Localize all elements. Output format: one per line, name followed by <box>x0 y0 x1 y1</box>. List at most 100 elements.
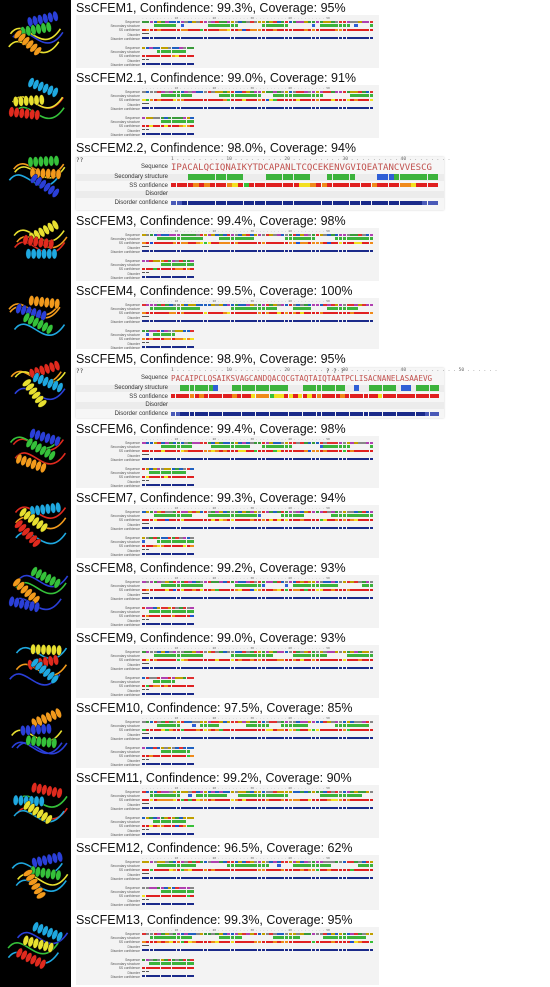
disorder-confidence-track-cell <box>361 877 366 879</box>
ss-confidence-track-cell <box>300 799 304 801</box>
disorder-confidence-track-cell <box>211 107 215 109</box>
track-label-ss-confidence: SS confidence <box>118 658 140 663</box>
ss-confidence-track-cell <box>186 268 190 270</box>
ss-confidence-track-cell <box>331 799 335 801</box>
sequence-track-cell <box>149 816 153 819</box>
secondary-structure-track-cell <box>288 174 294 180</box>
secondary-structure-track-cell <box>199 584 204 588</box>
disorder-confidence-track-cell <box>180 320 185 322</box>
sequence-track-cell <box>277 90 281 93</box>
track-label-sequence: Sequence <box>125 746 140 750</box>
ss-confidence-track-cell <box>369 29 374 31</box>
ss-confidence-track-cell <box>207 659 212 661</box>
disorder-track <box>142 454 374 456</box>
disorder-confidence-track-cell <box>346 527 351 529</box>
ss-confidence-track-cell <box>234 99 239 101</box>
sequence-track-cell <box>188 303 192 306</box>
sequence-track-cell <box>257 90 262 93</box>
secondary-structure-track-cell <box>370 794 374 797</box>
secondary-structure-track-cell <box>424 385 430 391</box>
sequence-track-cell <box>323 90 327 93</box>
disorder-confidence-track-cell <box>188 877 192 879</box>
disorder-confidence-track-cell <box>153 553 157 555</box>
disorder-confidence-track-cell <box>284 527 289 529</box>
secondary-structure-track-cell <box>175 890 179 894</box>
ss-confidence-track-cell <box>319 659 324 661</box>
ss-confidence-track-cell <box>215 659 219 661</box>
ss-confidence-track-cell <box>211 659 215 661</box>
disorder-confidence-track-cell <box>300 597 304 599</box>
disorder-confidence-track-cell <box>260 412 265 416</box>
secondary-structure-track-cell <box>316 385 322 391</box>
helix-turn <box>40 723 47 735</box>
ss-confidence-track-cell <box>253 729 258 731</box>
secondary-structure-track-cell <box>157 24 161 28</box>
secondary-structure-track-cell <box>160 680 164 684</box>
ss-confidence-track-cell <box>175 268 179 270</box>
disorder-confidence-track-cell <box>307 37 312 39</box>
disorder-confidence-track-cell <box>334 527 339 529</box>
disorder-confidence-track-cell <box>392 412 397 416</box>
sequence-track-cell <box>273 650 277 653</box>
sequence-track-cell <box>145 441 150 444</box>
track-label-secondary-structure: Secondary structure <box>110 820 140 825</box>
secondary-structure-track-cell <box>388 174 394 180</box>
sequence-track-cell <box>215 860 219 863</box>
sequence-track-cell <box>334 650 339 653</box>
disorder-confidence-track-cell <box>184 250 188 252</box>
sequence-track-cell <box>192 720 196 723</box>
ss-confidence-track-cell <box>242 450 246 452</box>
disorder-confidence-track-cell <box>250 37 254 39</box>
disorder-confidence-track-cell <box>365 877 370 879</box>
disorder-confidence-track-cell <box>284 807 289 809</box>
secondary-structure-track <box>142 654 374 658</box>
secondary-structure-track-cell <box>238 445 242 449</box>
secondary-structure-track-cell <box>186 890 190 894</box>
sequence-track-cell <box>219 510 223 513</box>
secondary-structure-track-cell <box>149 307 154 311</box>
sequence-track-cell <box>234 790 239 793</box>
disorder-confidence-track-cell <box>180 597 185 599</box>
disorder-confidence-track-cell <box>188 320 192 322</box>
sequence-track-cell <box>172 790 177 793</box>
sequence-track-cell <box>184 441 188 444</box>
secondary-structure-track-cell <box>257 514 262 518</box>
sequence-track-cell <box>261 580 266 583</box>
sequence-track-cell <box>230 650 235 653</box>
sequence-track-cell <box>284 720 289 723</box>
disorder-track-cell <box>370 103 374 104</box>
ss-confidence-track-cell <box>338 312 343 314</box>
disorder-confidence-track-cell <box>293 201 299 205</box>
disorder-confidence-track-cell <box>226 201 233 205</box>
disorder-confidence-track-cell <box>288 320 293 322</box>
secondary-structure-track-cell <box>179 540 183 544</box>
disorder-confidence-track-cell <box>226 37 231 39</box>
ss-confidence-track-cell <box>172 729 177 731</box>
track-label-ss-confidence: SS confidence <box>129 182 168 189</box>
helix-ribbon <box>32 372 64 393</box>
secondary-structure-track-cell <box>153 794 158 798</box>
disorder-confidence-track-cell <box>153 877 158 879</box>
sequence-track-cell <box>207 441 212 444</box>
sequence-track-cell <box>253 510 258 513</box>
disorder-confidence-track-cell <box>277 527 281 529</box>
disorder-confidence-track-cell <box>219 458 223 460</box>
prediction-panel: . . . . . . . . . 10 . . . . . . . . . 2… <box>76 228 379 281</box>
ss-confidence-track-cell <box>300 589 304 591</box>
disorder-confidence-track-cell <box>312 412 317 416</box>
secondary-structure-track-cell <box>175 750 179 754</box>
helix-ribbon <box>31 782 63 799</box>
track-label-sequence: Sequence <box>125 90 140 94</box>
disorder-confidence-track-cell <box>327 877 331 879</box>
sequence-track-cell <box>361 860 366 863</box>
disorder-confidence-track-cell <box>207 320 212 322</box>
disorder-confidence-track-cell <box>198 201 205 205</box>
sequence-track-cell <box>365 20 370 23</box>
sequence-track-cell <box>153 233 158 236</box>
disorder-confidence-track-cell <box>207 250 212 252</box>
disorder-confidence-track-cell <box>149 553 153 555</box>
sequence-track-cell <box>179 746 183 749</box>
helix-turn <box>56 787 63 799</box>
disorder-confidence-track-cell <box>211 597 215 599</box>
disorder-confidence-track-cell <box>226 320 231 322</box>
